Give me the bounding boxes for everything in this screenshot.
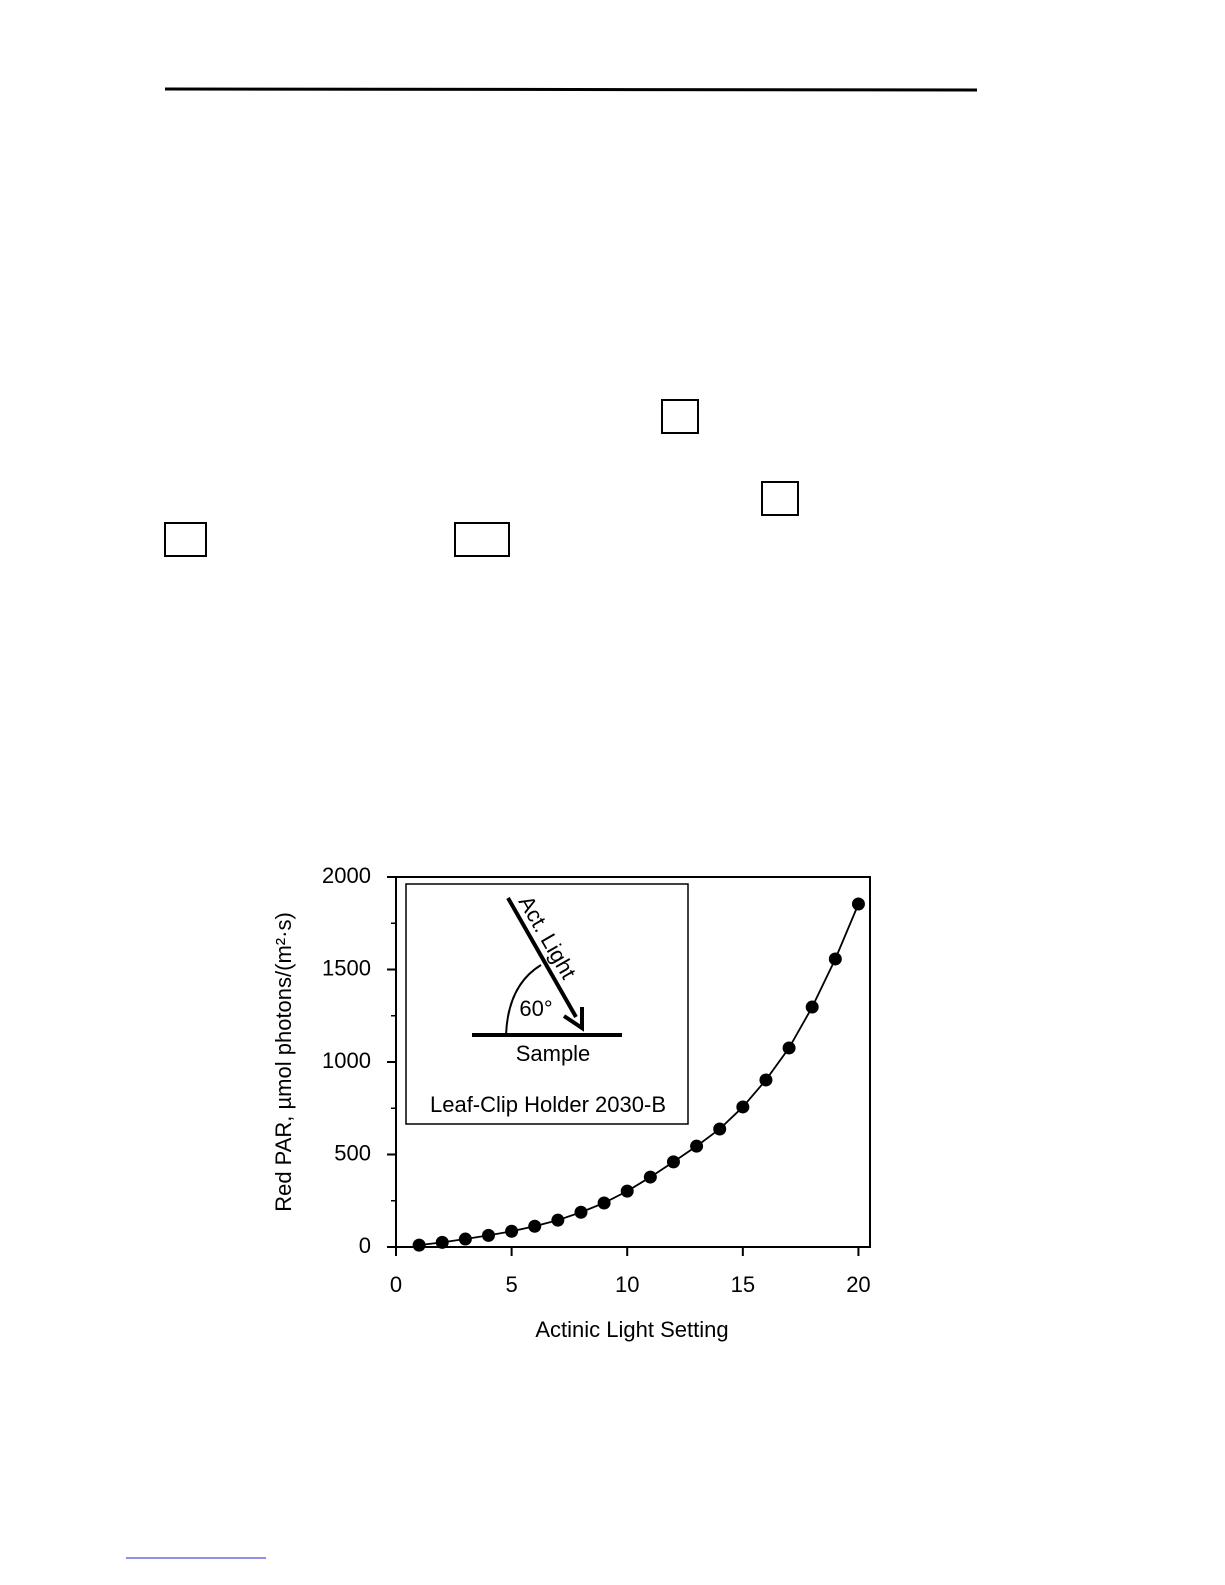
data-point [782,1041,796,1055]
data-point [666,1155,680,1169]
y-tick-label: 1000 [322,1048,371,1073]
data-point [828,952,842,966]
sample-label: Sample [516,1041,591,1066]
x-tick-label: 10 [615,1272,639,1297]
angle-label: 60° [519,996,552,1021]
fit-line [419,903,860,1247]
x-axis-label: Actinic Light Setting [535,1317,728,1342]
y-axis-label: Red PAR, µmol photons/(m²·s) [271,912,296,1212]
data-point [805,1000,819,1014]
y-tick-label: 2000 [322,863,371,888]
data-point [736,1100,750,1114]
chart: Act. Light 60° Sample Leaf-Clip Holder 2… [271,863,871,1342]
data-point [551,1213,565,1227]
data-point [620,1184,634,1198]
x-tick-label: 0 [390,1272,402,1297]
data-point [435,1235,449,1249]
data-point [643,1170,657,1184]
data-point [458,1232,472,1246]
top-rule [164,87,978,92]
data-point [690,1139,704,1153]
x-tick-label: 15 [731,1272,755,1297]
x-tick-label: 5 [505,1272,517,1297]
x-tick-label: 20 [846,1272,870,1297]
y-tick-label: 1500 [322,955,371,980]
inset-caption: Leaf-Clip Holder 2030-B [430,1092,666,1117]
data-point [481,1228,495,1242]
data-point [597,1196,611,1210]
data-point [574,1205,588,1219]
data-point [759,1073,773,1087]
data-point [505,1224,519,1238]
empty-box [454,522,510,557]
light-arrow [506,897,578,1018]
angle-arc [505,964,542,1036]
y-tick-label: 0 [359,1233,371,1258]
empty-box [164,522,207,557]
data-point [713,1122,727,1136]
empty-box [661,399,699,434]
arrow-head [562,1007,584,1032]
data-point [412,1238,426,1252]
y-tick-label: 500 [334,1140,371,1165]
data-point [851,897,865,911]
data-point [528,1219,542,1233]
inset-box [405,883,689,1125]
empty-box [761,481,799,516]
